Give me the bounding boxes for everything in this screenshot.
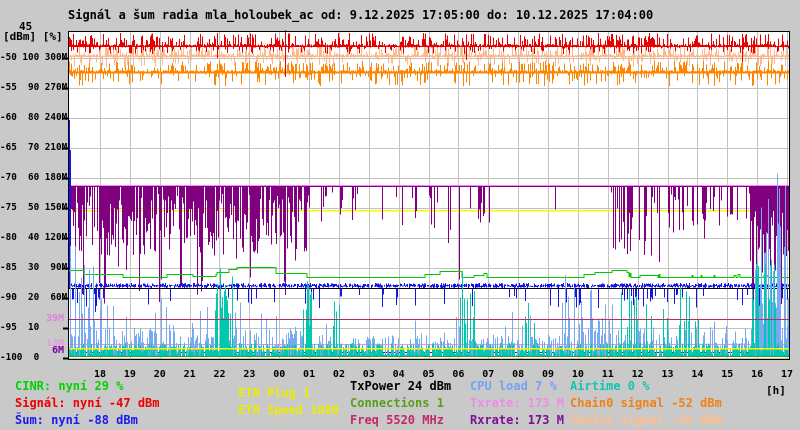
y-axis-units-header: [dBm] [%] (3, 30, 63, 43)
x-axis-label: 21 (183, 369, 196, 380)
x-axis-label: 19 (123, 369, 136, 380)
legend-item: CPU load 7 % (470, 379, 557, 393)
rate-marker-label: 39M (46, 313, 65, 324)
x-axis-label: 16 (751, 369, 764, 380)
legend-item: CINR: nyní 29 % (15, 379, 124, 393)
y-axis-row-label: -50 100 300M (0, 52, 68, 63)
x-axis-label: 13 (661, 369, 674, 380)
y-axis-row-label: -100 0 (0, 352, 40, 363)
x-axis-label: 10 (571, 369, 584, 380)
x-axis-label: 04 (392, 369, 405, 380)
x-axis-label: 02 (332, 369, 345, 380)
rate-marker-label: 6M (52, 345, 65, 356)
y-axis-row-label: -80 40 120M (0, 232, 68, 243)
legend-item: TxPower 24 dBm (350, 379, 452, 393)
y-axis-row-label: -55 90 270M (0, 82, 68, 93)
y-axis-top-tick-label: 45 (19, 20, 33, 33)
legend-item: Airtime 0 % (570, 379, 650, 393)
legend-item: Connections 1 (350, 396, 444, 410)
y-axis-row-label: -90 20 60M (0, 292, 68, 303)
y-axis-row-label: -95 10 (0, 322, 40, 333)
y-axis-row-label: -85 30 90M (0, 262, 68, 273)
x-axis-label: 06 (452, 369, 465, 380)
x-axis-label: 14 (691, 369, 704, 380)
x-axis-label: 17 (780, 369, 794, 380)
x-axis-label: 05 (422, 369, 435, 380)
legend-item: Chain1 signal -49 dBm (570, 413, 722, 427)
x-axis-label: 08 (512, 369, 525, 380)
legend-item: Signál: nyní -47 dBm (15, 396, 160, 410)
x-axis-label: 09 (542, 369, 555, 380)
legend-item: Rxrate: 173 M (470, 413, 564, 427)
x-axis-label: 11 (601, 369, 614, 380)
x-axis-unit-label: [h] (766, 384, 786, 397)
chart-title: Signál a šum radia mla_holoubek_ac od: 9… (68, 8, 654, 22)
y-axis-row-label: -75 50 150M (0, 202, 68, 213)
x-axis-label: 22 (213, 369, 226, 380)
y-axis-row-label: -65 70 210M (0, 142, 68, 153)
x-axis-label: 18 (93, 369, 107, 380)
legend-item: ETH Plug 1 (238, 386, 311, 400)
x-axis-label: 03 (362, 369, 375, 380)
y-axis-row-label: -60 80 240M (0, 112, 68, 123)
x-axis-label: 00 (273, 369, 286, 380)
legend-item: Šum: nyní -88 dBm (15, 413, 138, 427)
x-axis-label: 01 (303, 369, 316, 380)
legend-item: Freq 5520 MHz (350, 413, 444, 427)
x-axis-label: 12 (631, 369, 644, 380)
x-axis-label: 07 (482, 369, 495, 380)
x-axis-label: 23 (243, 369, 256, 380)
y-axis-row-label: -70 60 180M (0, 172, 68, 183)
legend-item: ETH Speed 1000 (238, 403, 340, 417)
legend-item: Txrate: 173 M (470, 396, 564, 410)
legend-item: Chain0 signal -52 dBm (570, 396, 722, 410)
x-axis-label: 20 (153, 369, 166, 380)
x-axis-label: 15 (721, 369, 734, 380)
rate-marker-label: 13M (46, 338, 65, 349)
